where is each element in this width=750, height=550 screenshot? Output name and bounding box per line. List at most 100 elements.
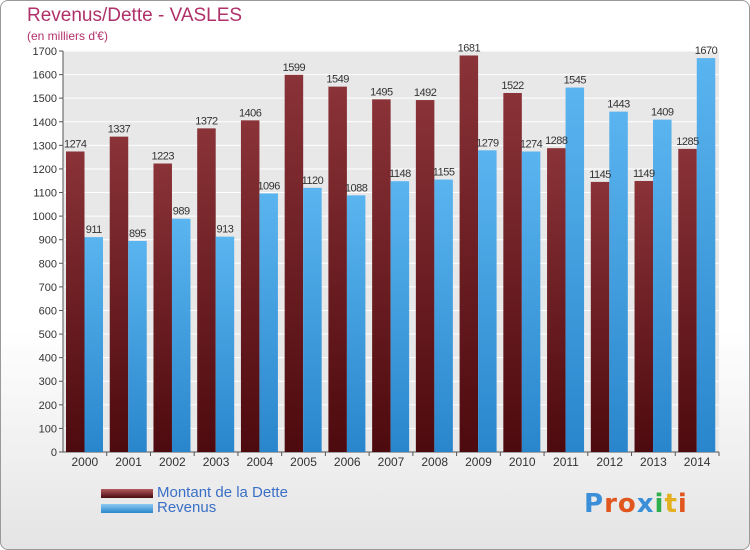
data-label-revenus: 1120 — [302, 175, 324, 187]
logo-letter: o — [617, 489, 637, 519]
bar-revenus — [390, 181, 410, 452]
logo-letter: i — [654, 489, 665, 519]
bar-dette — [503, 92, 522, 452]
x-tick-label: 2011 — [553, 455, 579, 469]
bar-dette — [547, 148, 566, 452]
x-tick-label: 2006 — [334, 455, 361, 469]
x-tick-label: 2004 — [246, 455, 273, 469]
data-label-revenus: 989 — [173, 206, 190, 218]
bar-revenus — [609, 111, 628, 452]
data-label-revenus: 1155 — [433, 167, 455, 179]
y-tick-label: 1600 — [33, 70, 57, 82]
bar-revenus — [521, 151, 541, 452]
bar-dette — [109, 136, 129, 452]
data-label-dette: 1372 — [195, 115, 218, 127]
x-tick-label: 2005 — [290, 455, 317, 469]
x-tick-label: 2002 — [159, 455, 186, 469]
y-tick-label: 200 — [39, 400, 57, 412]
data-label-revenus: 1274 — [520, 138, 543, 150]
bar-dette — [415, 100, 435, 452]
bar-dette — [372, 99, 391, 452]
logo-letter: x — [636, 489, 655, 519]
data-label-dette: 1288 — [545, 135, 568, 147]
bar-revenus — [84, 237, 103, 452]
x-tick-label: 2013 — [640, 455, 667, 469]
bar-dette — [153, 163, 172, 453]
y-tick-label: 1100 — [33, 188, 57, 200]
data-label-revenus: 1443 — [607, 99, 630, 111]
bar-revenus — [171, 218, 191, 452]
bar-revenus — [303, 187, 322, 452]
data-label-dette: 1337 — [108, 124, 131, 136]
y-tick-label: 1000 — [33, 211, 57, 223]
data-label-revenus: 1279 — [476, 137, 499, 149]
logo-letter: t — [664, 489, 678, 519]
bar-dette — [590, 181, 610, 452]
bar-dette — [197, 128, 216, 452]
data-label-dette: 1274 — [64, 138, 87, 150]
chart-subtitle: (en milliers d'€) — [27, 29, 108, 43]
x-tick-label: 2003 — [203, 455, 230, 469]
data-label-dette: 1492 — [414, 87, 437, 99]
logo-letter: P — [584, 489, 605, 519]
bar-dette — [459, 55, 479, 453]
data-label-revenus: 1096 — [257, 180, 280, 192]
bar-dette — [66, 151, 85, 452]
y-tick-label: 1300 — [33, 140, 57, 152]
x-tick-label: 2010 — [509, 455, 536, 469]
y-tick-label: 500 — [39, 329, 57, 341]
data-label-dette: 1145 — [589, 169, 611, 181]
x-tick-label: 2012 — [596, 455, 623, 469]
bar-revenus — [434, 179, 453, 452]
data-label-dette: 1522 — [501, 80, 524, 92]
y-tick-label: 800 — [39, 258, 57, 270]
x-tick-label: 2014 — [684, 455, 711, 469]
bar-revenus — [653, 119, 672, 453]
data-label-revenus: 1545 — [564, 75, 587, 87]
y-tick-label: 700 — [39, 282, 57, 294]
x-tick-label: 2007 — [378, 455, 405, 469]
y-tick-label: 1500 — [33, 93, 57, 105]
y-tick-label: 400 — [39, 353, 57, 365]
x-tick-label: 2000 — [72, 455, 99, 469]
y-tick-label: 1400 — [33, 117, 57, 129]
legend-swatch-dette — [101, 489, 153, 498]
data-label-dette: 1149 — [633, 168, 655, 180]
proxiti-logo: Proxiti — [584, 489, 688, 519]
x-tick-label: 2009 — [465, 455, 492, 469]
logo-letter: r — [604, 489, 618, 519]
y-tick-label: 100 — [39, 423, 57, 435]
bar-dette — [240, 120, 260, 452]
bar-revenus — [478, 150, 497, 453]
data-label-dette: 1495 — [370, 86, 393, 98]
data-label-dette: 1285 — [676, 136, 699, 148]
data-label-revenus: 913 — [217, 224, 234, 236]
data-label-dette: 1223 — [151, 151, 174, 163]
bar-revenus — [259, 193, 278, 452]
bar-revenus — [565, 87, 585, 452]
y-tick-label: 600 — [39, 305, 57, 317]
x-tick-label: 2001 — [115, 455, 142, 469]
y-tick-label: 900 — [39, 235, 57, 247]
legend-label-dette: Montant de la Dette — [157, 484, 288, 501]
chart-title: Revenus/Dette - VASLES — [27, 5, 243, 26]
data-label-revenus: 1148 — [389, 168, 411, 180]
bar-revenus — [128, 240, 147, 452]
bar-dette — [328, 86, 347, 453]
data-label-revenus: 911 — [86, 224, 102, 236]
y-tick-label: 300 — [39, 376, 57, 388]
y-tick-label: 1200 — [33, 164, 57, 176]
data-label-revenus: 1409 — [651, 107, 674, 119]
y-tick-label: 1700 — [33, 46, 57, 58]
y-tick-label: 0 — [51, 447, 57, 459]
data-label-dette: 1599 — [283, 62, 306, 74]
x-tick-label: 2008 — [421, 455, 448, 469]
bar-dette — [678, 148, 697, 452]
bar-dette — [284, 74, 304, 452]
legend-label-revenus: Revenus — [157, 499, 217, 516]
bar-dette — [634, 180, 654, 452]
legend-swatch-revenus — [101, 504, 153, 513]
bar-revenus — [696, 58, 716, 452]
data-label-revenus: 1088 — [345, 182, 368, 194]
